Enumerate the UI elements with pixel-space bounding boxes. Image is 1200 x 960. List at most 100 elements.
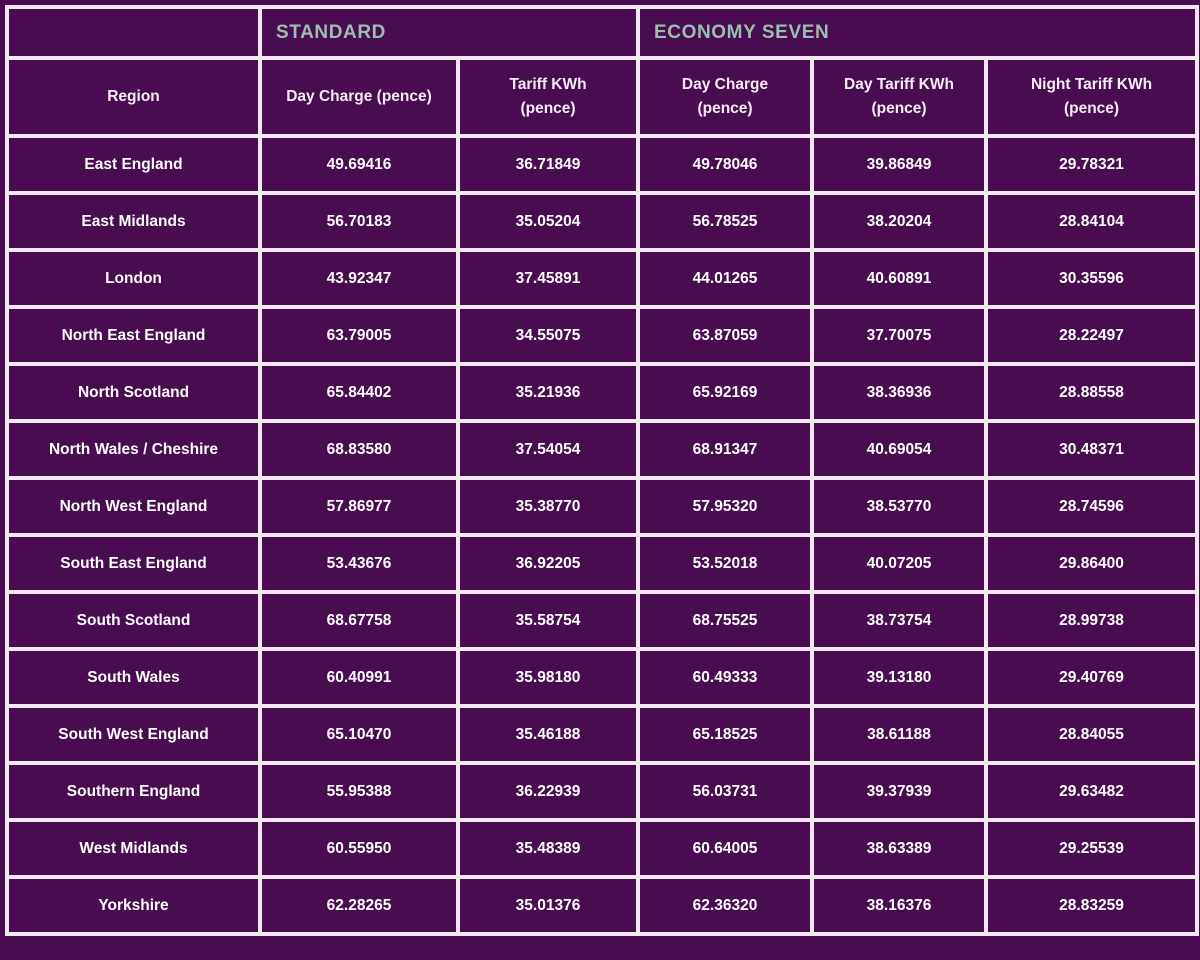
economy7-day-tariff-kwh-cell: 40.60891 — [810, 248, 988, 309]
table-row: East England 49.69416 36.71849 49.78046 … — [5, 134, 1200, 195]
economy7-day-charge-cell: 56.03731 — [636, 761, 814, 822]
region-cell: North West England — [5, 476, 262, 537]
region-cell: South Scotland — [5, 590, 262, 651]
economy7-day-charge-cell: 65.18525 — [636, 704, 814, 765]
economy7-day-tariff-kwh-cell: 38.36936 — [810, 362, 988, 423]
standard-day-charge-cell: 49.69416 — [258, 134, 460, 195]
table-row: North East England 63.79005 34.55075 63.… — [5, 305, 1200, 366]
economy7-day-charge-cell: 62.36320 — [636, 875, 814, 936]
group-header-economy-seven: ECONOMY SEVEN — [635, 5, 1200, 60]
region-cell: London — [5, 248, 262, 309]
economy7-night-tariff-kwh-cell: 29.25539 — [983, 818, 1200, 879]
standard-tariff-kwh-cell: 35.05204 — [456, 191, 640, 252]
table-row: East Midlands 56.70183 35.05204 56.78525… — [5, 191, 1200, 252]
table-row: West Midlands 60.55950 35.48389 60.64005… — [5, 818, 1200, 879]
standard-day-charge-cell: 68.67758 — [258, 590, 460, 651]
table-row: Southern England 55.95388 36.22939 56.03… — [5, 761, 1200, 822]
region-cell: South Wales — [5, 647, 262, 708]
region-cell: East England — [5, 134, 262, 195]
standard-day-charge-cell: 57.86977 — [258, 476, 460, 537]
economy7-day-tariff-kwh-cell: 40.69054 — [810, 419, 988, 480]
economy7-day-charge-cell: 68.75525 — [636, 590, 814, 651]
region-cell: North East England — [5, 305, 262, 366]
economy7-night-tariff-kwh-cell: 29.63482 — [983, 761, 1200, 822]
column-header-economy7-day-tariff-kwh: Day Tariff KWh (pence) — [810, 56, 988, 138]
standard-day-charge-cell: 63.79005 — [258, 305, 460, 366]
region-cell: South West England — [5, 704, 262, 765]
table-row: South Scotland 68.67758 35.58754 68.7552… — [5, 590, 1200, 651]
region-cell: West Midlands — [5, 818, 262, 879]
standard-tariff-kwh-cell: 35.48389 — [456, 818, 640, 879]
table-row: North Wales / Cheshire 68.83580 37.54054… — [5, 419, 1200, 480]
economy7-night-tariff-kwh-cell: 28.88558 — [983, 362, 1200, 423]
standard-tariff-kwh-cell: 35.01376 — [456, 875, 640, 936]
group-header-row: STANDARD ECONOMY SEVEN — [5, 5, 1200, 60]
standard-day-charge-cell: 65.10470 — [258, 704, 460, 765]
column-header-standard-day-charge: Day Charge (pence) — [258, 56, 460, 138]
economy7-night-tariff-kwh-cell: 29.78321 — [983, 134, 1200, 195]
economy7-night-tariff-kwh-cell: 28.99738 — [983, 590, 1200, 651]
economy7-day-tariff-kwh-cell: 37.70075 — [810, 305, 988, 366]
economy7-night-tariff-kwh-cell: 29.86400 — [983, 533, 1200, 594]
standard-day-charge-cell: 56.70183 — [258, 191, 460, 252]
economy7-day-tariff-kwh-cell: 38.63389 — [810, 818, 988, 879]
standard-day-charge-cell: 60.40991 — [258, 647, 460, 708]
economy7-day-tariff-kwh-cell: 40.07205 — [810, 533, 988, 594]
table-row: Yorkshire 62.28265 35.01376 62.36320 38.… — [5, 875, 1200, 936]
economy7-day-tariff-kwh-cell: 38.73754 — [810, 590, 988, 651]
economy7-night-tariff-kwh-cell: 28.22497 — [983, 305, 1200, 366]
standard-day-charge-cell: 55.95388 — [258, 761, 460, 822]
economy7-day-charge-cell: 63.87059 — [636, 305, 814, 366]
table-row: South West England 65.10470 35.46188 65.… — [5, 704, 1200, 765]
standard-tariff-kwh-cell: 35.38770 — [456, 476, 640, 537]
economy7-day-charge-cell: 65.92169 — [636, 362, 814, 423]
standard-tariff-kwh-cell: 36.92205 — [456, 533, 640, 594]
standard-day-charge-cell: 53.43676 — [258, 533, 460, 594]
economy7-day-tariff-kwh-cell: 38.16376 — [810, 875, 988, 936]
economy7-day-charge-cell: 60.64005 — [636, 818, 814, 879]
group-header-blank — [5, 5, 262, 60]
standard-day-charge-cell: 65.84402 — [258, 362, 460, 423]
standard-tariff-kwh-cell: 35.58754 — [456, 590, 640, 651]
economy7-day-charge-cell: 60.49333 — [636, 647, 814, 708]
column-header-economy7-night-tariff-kwh: Night Tariff KWh (pence) — [983, 56, 1200, 138]
region-cell: Southern England — [5, 761, 262, 822]
economy7-night-tariff-kwh-cell: 28.83259 — [983, 875, 1200, 936]
standard-tariff-kwh-cell: 36.71849 — [456, 134, 640, 195]
standard-tariff-kwh-cell: 37.54054 — [456, 419, 640, 480]
column-header-region: Region — [5, 56, 262, 138]
standard-day-charge-cell: 60.55950 — [258, 818, 460, 879]
economy7-day-tariff-kwh-cell: 38.61188 — [810, 704, 988, 765]
region-cell: East Midlands — [5, 191, 262, 252]
economy7-night-tariff-kwh-cell: 28.74596 — [983, 476, 1200, 537]
standard-tariff-kwh-cell: 35.21936 — [456, 362, 640, 423]
standard-tariff-kwh-cell: 35.98180 — [456, 647, 640, 708]
economy7-night-tariff-kwh-cell: 28.84055 — [983, 704, 1200, 765]
economy7-day-charge-cell: 68.91347 — [636, 419, 814, 480]
economy7-night-tariff-kwh-cell: 30.35596 — [983, 248, 1200, 309]
table-row: South Wales 60.40991 35.98180 60.49333 3… — [5, 647, 1200, 708]
standard-tariff-kwh-cell: 35.46188 — [456, 704, 640, 765]
standard-day-charge-cell: 68.83580 — [258, 419, 460, 480]
column-header-standard-tariff-kwh: Tariff KWh (pence) — [456, 56, 640, 138]
table-row: South East England 53.43676 36.92205 53.… — [5, 533, 1200, 594]
region-cell: North Wales / Cheshire — [5, 419, 262, 480]
standard-day-charge-cell: 62.28265 — [258, 875, 460, 936]
standard-tariff-kwh-cell: 36.22939 — [456, 761, 640, 822]
standard-tariff-kwh-cell: 34.55075 — [456, 305, 640, 366]
region-cell: North Scotland — [5, 362, 262, 423]
table-body: East England 49.69416 36.71849 49.78046 … — [5, 134, 1200, 936]
table-row: North West England 57.86977 35.38770 57.… — [5, 476, 1200, 537]
economy7-day-tariff-kwh-cell: 38.53770 — [810, 476, 988, 537]
standard-tariff-kwh-cell: 37.45891 — [456, 248, 640, 309]
region-cell: South East England — [5, 533, 262, 594]
table-row: North Scotland 65.84402 35.21936 65.9216… — [5, 362, 1200, 423]
economy7-day-tariff-kwh-cell: 39.86849 — [810, 134, 988, 195]
economy7-day-tariff-kwh-cell: 39.13180 — [810, 647, 988, 708]
economy7-day-charge-cell: 49.78046 — [636, 134, 814, 195]
table-row: London 43.92347 37.45891 44.01265 40.608… — [5, 248, 1200, 309]
economy7-day-tariff-kwh-cell: 39.37939 — [810, 761, 988, 822]
region-cell: Yorkshire — [5, 875, 262, 936]
standard-day-charge-cell: 43.92347 — [258, 248, 460, 309]
economy7-day-tariff-kwh-cell: 38.20204 — [810, 191, 988, 252]
